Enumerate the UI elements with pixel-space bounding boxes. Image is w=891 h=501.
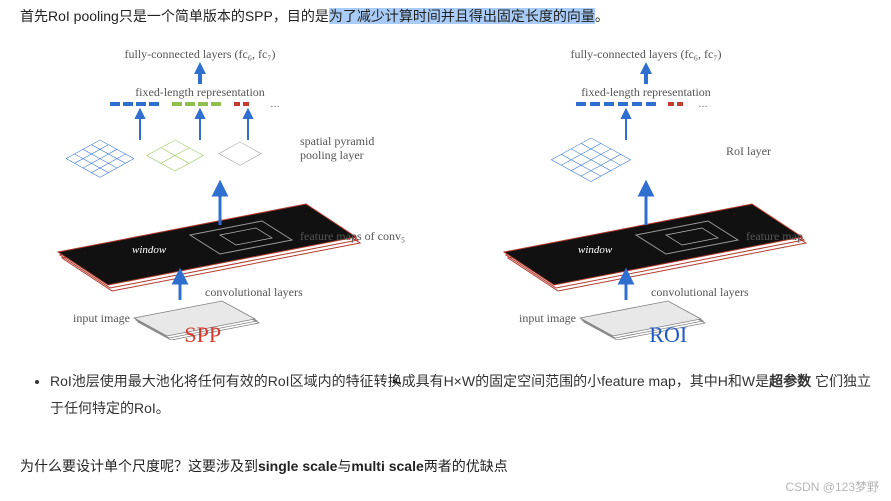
arrows-grid-to-vector (136, 110, 252, 140)
feature-maps-slab: window (58, 204, 360, 291)
spp-title: SPP (0, 322, 426, 348)
spp-grids (66, 140, 261, 177)
spp-panel: fully-connected layers (fc₆, fc₇) fixed-… (0, 40, 446, 352)
svg-text:…: … (270, 99, 280, 110)
label-feature-maps-conv5: feature maps of conv₅ (300, 229, 405, 243)
feature-map-slab-r: window (504, 204, 806, 291)
arrow-up-top-r (640, 62, 652, 84)
label-spp-layer: spatial pyramidpooling layer (300, 134, 374, 162)
label-fc: fully-connected layers (fc₆, fc₇) (125, 47, 276, 61)
label-conv-layers: convolutional layers (205, 285, 303, 299)
roi-panel: fully-connected layers (fc₆, fc₇) fixed-… (446, 40, 891, 352)
label-roi-layer: RoI layer (726, 144, 771, 158)
label-fixed-length: fixed-length representation (135, 85, 265, 99)
bullet-1-a: RoI池层使用最大池化将任何有效的RoI区域内的特征转换成具有H×W的固定空间范… (50, 373, 769, 389)
diagram-row: fully-connected layers (fc₆, fc₇) fixed-… (0, 40, 891, 352)
bullet-block: RoI池层使用最大池化将任何有效的RoI区域内的特征转换成具有H×W的固定空间范… (20, 368, 871, 421)
label-feature-map-r: feature map (746, 229, 803, 243)
arrow-up-top (194, 62, 206, 84)
svg-text:…: … (698, 99, 708, 110)
fixed-length-vector: … (110, 99, 280, 110)
watermark-text: CSDN @123梦野 (785, 478, 879, 495)
intro-text-pre: 首先RoI pooling只是一个简单版本的SPP，目的是 (20, 8, 329, 24)
line3-a: 为什么要设计单个尺度呢？这要涉及到 (20, 458, 258, 474)
label-fixed-length-r: fixed-length representation (581, 85, 711, 99)
line3-d: multi scale (351, 458, 423, 474)
intro-text-highlight: 为了减少计算时间并且得出固定长度的向量 (329, 8, 595, 24)
label-window: window (132, 244, 167, 256)
label-fc-r: fully-connected layers (fc₆, fc₇) (570, 47, 721, 61)
line3-b: single scale (258, 458, 337, 474)
fixed-length-vector-r: … (576, 99, 708, 110)
roi-title: ROI (446, 322, 891, 348)
arrow-grid-to-vector-r (622, 110, 630, 140)
label-conv-layers-r: convolutional layers (651, 285, 749, 299)
bullet-item-1: RoI池层使用最大池化将任何有效的RoI区域内的特征转换成具有H×W的固定空间范… (50, 368, 871, 421)
line3-c: 与 (337, 458, 351, 474)
spp-diagram: fully-connected layers (fc₆, fc₇) fixed-… (0, 40, 445, 340)
intro-text: 首先RoI pooling只是一个简单版本的SPP，目的是为了减少计算时间并且得… (20, 6, 871, 27)
label-window-r: window (578, 244, 613, 256)
roi-grid (551, 138, 630, 182)
scale-question-text: 为什么要设计单个尺度呢？这要涉及到single scale与multi scal… (20, 456, 871, 476)
roi-diagram: fully-connected layers (fc₆, fc₇) fixed-… (446, 40, 891, 340)
arrow-feat-to-grid (214, 183, 226, 225)
arrow-feat-to-grid-r (640, 183, 652, 225)
bullet-1-b: 超参数 (769, 373, 811, 389)
intro-text-post: 。 (595, 8, 609, 24)
line3-e: 两者的优缺点 (424, 458, 508, 474)
